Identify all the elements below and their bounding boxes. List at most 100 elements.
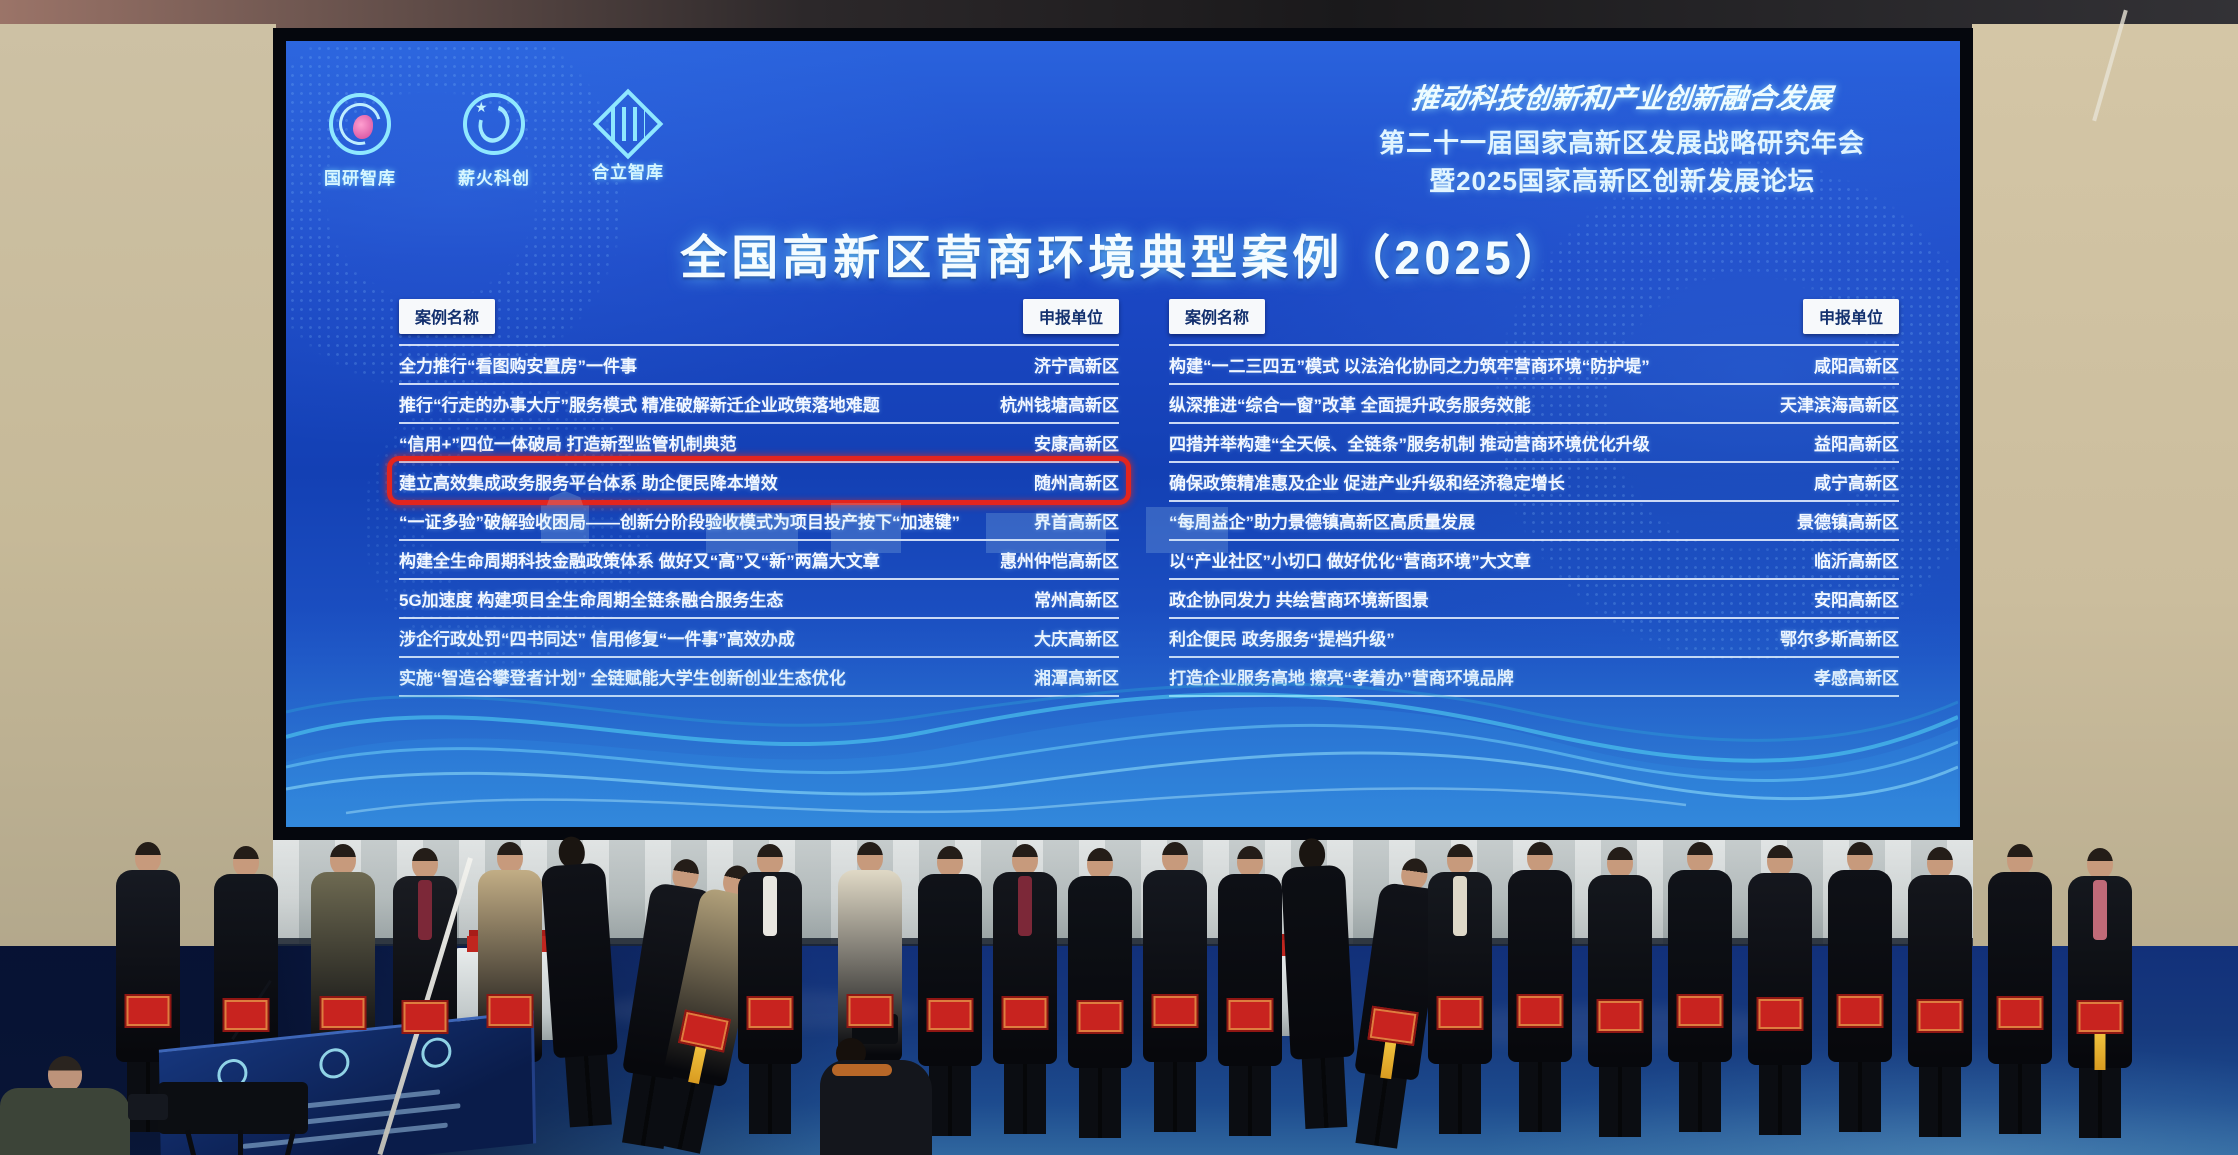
- unit-cell: 安阳高新区: [1814, 591, 1899, 610]
- red-certificate: [1001, 996, 1049, 1030]
- red-certificate: [1996, 996, 2044, 1030]
- person-head: [1607, 847, 1633, 878]
- case-row: 涉企行政处罚“四书同达” 信用修复“一件事”高效办成 大庆高新区: [399, 619, 1119, 658]
- person: [990, 844, 1060, 1136]
- case-table-left: 案例名称 申报单位 全力推行“看图购安置房”一件事 济宁高新区 推行“行走的办事大厅”服…: [387, 299, 1131, 697]
- conference-name: 推动科技创新和产业创新融合发展 第二十一届国家高新区发展战略研究年会 暨2025…: [1312, 77, 1932, 200]
- person-coat: [214, 874, 278, 1066]
- unit-cell: 临沂高新区: [1814, 552, 1899, 571]
- person: [2065, 848, 2135, 1140]
- case-row: “一证多验”破解验收困局——创新分阶段验收模式为项目投产按下“加速键” 界首高新区: [399, 502, 1119, 541]
- red-certificate: [1756, 997, 1804, 1031]
- person: [1665, 842, 1735, 1134]
- person-legs: [1079, 1066, 1121, 1138]
- coat-inner-shirt: [2093, 880, 2107, 940]
- unit-cell: 界首高新区: [1034, 513, 1119, 532]
- red-certificate: [1151, 994, 1199, 1028]
- halftone-texture: [346, 361, 666, 681]
- red-certificate: [1916, 999, 1964, 1033]
- case-name-cell: 利企便民 政务服务“提档升级”: [1169, 625, 1405, 650]
- red-certificate: [1076, 1000, 1124, 1034]
- case-name-cell: “每周益企”助力景德镇高新区高质量发展: [1169, 513, 1475, 532]
- person-legs: [1839, 1060, 1881, 1132]
- red-certificate: [222, 998, 270, 1032]
- tripod-leg: [238, 1130, 243, 1155]
- person-head: [412, 848, 438, 879]
- red-certificate: [124, 994, 172, 1028]
- person-legs: [564, 1052, 612, 1128]
- case-row: 确保政策精准惠及企业 促进产业升级和经济稳定增长 咸宁高新区: [1169, 463, 1899, 502]
- wave-graphics: [286, 682, 1958, 827]
- person: [1505, 842, 1575, 1134]
- left-wall: [0, 24, 276, 950]
- logo-label: 薪火科创: [458, 169, 530, 188]
- case-name-cell: “一证多验”破解验收困局——创新分阶段验收模式为项目投产按下“加速键”: [399, 513, 960, 532]
- unit-cell: 咸阳高新区: [1814, 357, 1899, 376]
- person-head: [233, 846, 259, 877]
- organizer-logos: 国研智库 薪火科创 合立智库: [304, 88, 684, 189]
- case-row: 构建全生命周期科技金融政策体系 做好又“高”又“新”两篇大文章 惠州仲恺高新区: [399, 541, 1119, 580]
- unit-header: 申报单位: [1802, 299, 1899, 334]
- person: [1425, 844, 1495, 1136]
- person-coat: [918, 874, 982, 1066]
- skyline-silhouette: [706, 513, 798, 553]
- case-name-cell: 纵深推进“综合一窗”改革 全面提升政务服务效能: [1169, 396, 1531, 415]
- coat-inner-shirt: [1453, 876, 1467, 936]
- red-certificate: [1676, 994, 1724, 1028]
- case-row: 四措并举构建“全天候、全链条”服务机制 推动营商环境优化升级 益阳高新区: [1169, 424, 1899, 463]
- organizer-logo: 薪火科创: [438, 93, 550, 189]
- case-name-cell: 打造企业服务高地 擦亮“孝着办”营商环境品牌: [1169, 664, 1524, 689]
- person-coat: [1280, 864, 1355, 1060]
- person-head: [1687, 842, 1713, 873]
- case-row: 构建“一二三四五”模式 以法治化协同之力筑牢营商环境“防护堤” 咸阳高新区: [1169, 346, 1899, 385]
- person: [1065, 848, 1135, 1140]
- case-row: 利企便民 政务服务“提档升级” 鄂尔多斯高新区: [1169, 619, 1899, 658]
- case-name-cell: 建立高效集成政务服务平台体系 助企便民降本增效: [399, 474, 778, 493]
- person-coat: [1428, 872, 1492, 1064]
- unit-cell: 常州高新区: [1034, 591, 1119, 610]
- person-coat: [1218, 874, 1282, 1066]
- conference-line3: 暨2025国家高新区创新发展论坛: [1429, 165, 1815, 196]
- red-certificate: [1596, 999, 1644, 1033]
- person-legs: [1004, 1062, 1046, 1134]
- person-head: [330, 844, 356, 875]
- person-coat: [1828, 870, 1892, 1062]
- person-head: [2087, 848, 2113, 879]
- case-row: 打造企业服务高地 擦亮“孝着办”营商环境品牌 孝感高新区: [1169, 658, 1899, 697]
- unit-cell: 湘潭高新区: [1034, 664, 1119, 689]
- person-coat: [1588, 875, 1652, 1067]
- case-row: “信用+”四位一体破局 打造新型监管机制典范 安康高新区: [399, 424, 1119, 463]
- unit-cell: 景德镇高新区: [1797, 513, 1899, 532]
- red-certificate: [486, 994, 534, 1028]
- person-coat: [1748, 873, 1812, 1065]
- person-coat: [1143, 870, 1207, 1062]
- unit-cell: 天津滨海高新区: [1780, 396, 1899, 415]
- person-legs: [929, 1064, 971, 1136]
- person-legs: [1999, 1062, 2041, 1134]
- case-name-cell: 全力推行“看图购安置房”一件事: [399, 357, 637, 376]
- coat-inner-shirt: [1018, 876, 1032, 936]
- person-head: [1012, 844, 1038, 875]
- person-head: [1447, 844, 1473, 875]
- unit-cell: 随州高新区: [1034, 474, 1119, 493]
- person-legs: [1599, 1065, 1641, 1137]
- ring-logo-icon: [329, 93, 391, 155]
- case-row: 政企协同发力 共绘营商环境新图景 安阳高新区: [1169, 580, 1899, 619]
- case-name-cell: “信用+”四位一体破局 打造新型监管机制典范: [399, 435, 737, 454]
- person-coat: [116, 870, 180, 1062]
- person-head: [497, 842, 523, 873]
- case-name-cell: 构建“一二三四五”模式 以法治化协同之力筑牢营商环境“防护堤”: [1169, 357, 1650, 376]
- swirl-logo-icon: [463, 93, 525, 155]
- person-coat: [1068, 876, 1132, 1068]
- skyline-gate-silhouette: [541, 491, 589, 543]
- red-certificate: [1516, 994, 1564, 1028]
- person-legs: [1759, 1063, 1801, 1135]
- case-name-cell: 实施“智造谷攀登者计划” 全链赋能大学生创新创业生态优化: [399, 664, 856, 689]
- red-certificate: [1836, 994, 1884, 1028]
- person-head: [1847, 842, 1873, 873]
- case-name-header: 案例名称: [399, 299, 496, 334]
- case-name-cell: 推行“行走的办事大厅”服务模式 精准破解新迁企业政策落地难题: [399, 396, 880, 415]
- case-row: 5G加速度 构建项目全生命周期全链条融合服务生态 常州高新区: [399, 580, 1119, 619]
- case-name-cell: 四措并举构建“全天候、全链条”服务机制 推动营商环境优化升级: [1169, 435, 1650, 454]
